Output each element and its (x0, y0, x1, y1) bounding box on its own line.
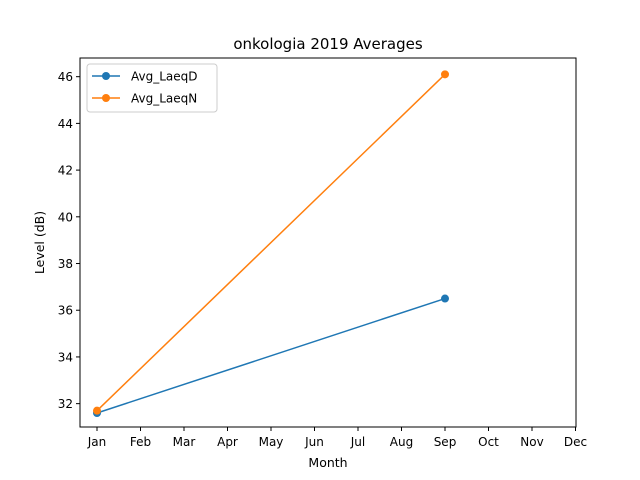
data-point-avg-laeqd (441, 294, 449, 303)
y-tick-label: 40 (58, 210, 73, 224)
x-tick-label: Nov (520, 435, 543, 449)
series-line-avg-laeqd (96, 297, 446, 414)
x-tick-label: Jan (87, 435, 107, 449)
x-tick-label: Sep (434, 435, 457, 449)
x-tick-label: Jul (350, 435, 365, 449)
plot-frame (79, 57, 577, 428)
series-layer (93, 70, 449, 417)
x-tick-label: Jun (304, 435, 324, 449)
chart-title: onkologia 2019 Averages (233, 35, 423, 53)
y-tick-label: 36 (58, 304, 73, 318)
x-tick-label: Oct (478, 435, 499, 449)
x-tick-label: Aug (390, 435, 413, 449)
legend: Avg_LaeqD Avg_LaeqN (86, 63, 218, 113)
y-tick-label: 38 (58, 257, 73, 271)
series-line-avg-laeqn (96, 73, 446, 412)
y-axis-label: Level (dB) (32, 211, 47, 274)
y-tick-label: 32 (58, 397, 73, 411)
y-tick-label: 44 (58, 117, 73, 131)
y-tick-label: 34 (58, 350, 73, 364)
x-tick-label: May (259, 435, 284, 449)
x-tick-label: Feb (130, 435, 151, 449)
y-tick-label: 42 (58, 164, 73, 178)
x-tick-label: Dec (564, 435, 587, 449)
legend-label-avg-laeqn: Avg_LaeqN (131, 92, 197, 106)
data-point-avg-laeqn (441, 70, 449, 79)
plot-area (80, 58, 576, 427)
axis-ticks: Jan Feb Mar Apr May Jun Jul Aug Sep Oct Nov Dec 32 34… (58, 70, 587, 449)
legend-marker-avg-laeqd (102, 72, 110, 80)
x-tick-label: Mar (173, 435, 196, 449)
y-tick-label: 46 (58, 70, 73, 84)
x-axis-label: Month (308, 455, 347, 470)
x-tick-label: Apr (217, 435, 238, 449)
legend-marker-avg-laeqn (102, 94, 110, 102)
legend-label-avg-laeqd: Avg_LaeqD (131, 70, 198, 84)
data-point-avg-laeqn (93, 406, 101, 415)
